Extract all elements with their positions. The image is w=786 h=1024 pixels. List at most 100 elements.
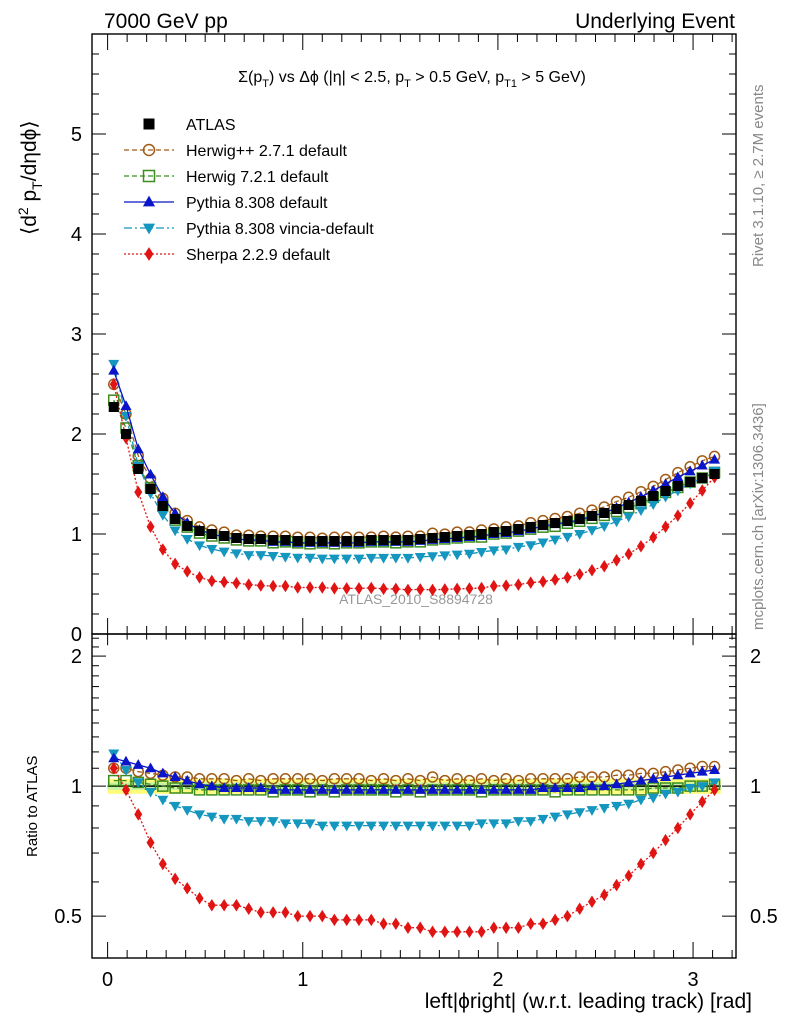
ratio-panel-frame	[91, 633, 737, 959]
series-1-ratio-point	[451, 773, 463, 785]
legend-marker	[143, 118, 155, 130]
y-axis-label-c: /dηdϕ⟩	[18, 120, 41, 181]
series-5-point	[686, 497, 695, 510]
series-0-point	[194, 526, 205, 536]
plot-title-a: Σ(p	[238, 69, 262, 86]
series-3-point	[145, 468, 157, 479]
ratio-y-axis-label: Ratio to ATLAS	[24, 756, 41, 857]
series-0-point	[304, 536, 315, 546]
series-0-point	[108, 402, 119, 412]
series-3-ratio-point	[316, 784, 328, 794]
series-3-ratio-point	[598, 780, 610, 791]
series-3-point	[684, 465, 696, 476]
series-4-point	[365, 553, 377, 564]
series-4-point	[108, 359, 120, 370]
series-3-ratio-point	[574, 782, 586, 793]
plot-title-sub3: T1	[504, 78, 517, 90]
series-5-point	[318, 581, 327, 594]
series-4-point	[157, 510, 169, 521]
series-4-point	[647, 500, 659, 511]
series-0-point	[133, 464, 144, 474]
legend-label: Pythia 8.308 default	[186, 195, 328, 212]
series-4-ratio-point	[598, 803, 610, 814]
ratio-y-tick-label-right: 1	[750, 776, 761, 798]
series-5-point	[538, 575, 547, 588]
series-1-line	[113, 384, 715, 539]
y-tick-label: 1	[71, 524, 82, 546]
plot-title-c: > 0.5 GeV, p	[411, 69, 504, 86]
x-tick-label: 0	[102, 969, 113, 991]
series-3-point	[108, 364, 120, 375]
series-3-ratio-point	[194, 778, 206, 789]
series-0-point	[685, 477, 696, 487]
series-1-ratio-point	[524, 773, 537, 785]
series-5-point	[575, 567, 584, 581]
series-3-point	[660, 478, 672, 488]
legend-marker	[142, 169, 156, 183]
series-4-ratio-point	[549, 812, 561, 823]
series-4-ratio-point	[120, 765, 132, 776]
series-3-ratio-point	[561, 782, 573, 793]
series-5-ratio-point	[587, 895, 596, 908]
series-5-ratio-point	[379, 917, 388, 931]
header-right-label: Underlying Event	[575, 10, 735, 33]
series-4-ratio-point	[157, 795, 169, 806]
header-left-label: 7000 GeV pp	[104, 10, 228, 33]
series-4-ratio-point	[267, 817, 279, 827]
series-3-ratio	[108, 752, 721, 794]
series-5-point	[489, 579, 498, 593]
series-4-ratio-point	[635, 795, 647, 806]
series-5-line	[113, 384, 715, 591]
y-axis-label-b: p	[18, 190, 41, 208]
series-0-point	[525, 522, 536, 532]
series-3-point	[132, 443, 144, 454]
series-4-ratio-point	[500, 819, 512, 830]
series-5-ratio-point	[207, 898, 216, 912]
upper-axes: 0 1 2 3 4 5	[71, 33, 736, 646]
series-1-ratio-point	[426, 771, 439, 783]
series-0-point	[317, 536, 328, 546]
series-0-point	[550, 518, 561, 528]
ratio-y-tick-label: 0.5	[54, 906, 82, 928]
series-3-ratio-point	[635, 774, 647, 785]
series-4-ratio-point	[709, 778, 721, 789]
series-3-point	[696, 459, 708, 470]
series-4-point	[390, 553, 402, 564]
series-5-ratio-point	[526, 917, 535, 931]
series-5-ratio-point	[698, 795, 707, 809]
series-5-ratio-point	[661, 833, 670, 847]
side-label-rivet: Rivet 3.1.10, ≥ 2.7M events	[750, 85, 767, 268]
series-3-ratio-point	[279, 784, 291, 794]
series-3-ratio-point	[292, 784, 304, 794]
series-4-ratio-point	[169, 801, 181, 812]
series-4-ratio-point	[390, 821, 402, 832]
series-5-point	[502, 579, 511, 592]
series-4-ratio	[108, 749, 721, 832]
series-4-ratio-point	[488, 819, 500, 830]
series-0-point	[611, 504, 622, 514]
series-3-ratio-point	[218, 782, 230, 793]
series-5-ratio-point	[305, 909, 314, 923]
series-4-point	[488, 546, 500, 557]
series-1-ratio-point	[402, 773, 414, 785]
series-5-point	[342, 582, 351, 595]
series-4-ratio-point	[316, 821, 328, 832]
series-4-point	[451, 550, 463, 561]
plot-title-sub1: T	[262, 78, 269, 90]
series-4-point	[169, 526, 181, 537]
legend-entry: Herwig++ 2.7.1 default	[124, 143, 348, 160]
series-5-point	[391, 582, 400, 596]
series-3-ratio-point	[611, 778, 623, 789]
series-3-ratio-point	[267, 784, 279, 794]
series-4-point	[463, 549, 475, 560]
series-5-point	[416, 583, 425, 596]
series-3-ratio-point	[451, 784, 463, 794]
series-4-point	[218, 547, 230, 558]
series-3-ratio-point	[537, 782, 549, 793]
series-4-point	[598, 522, 610, 533]
series-4-ratio-point	[230, 814, 242, 825]
series-0-point	[488, 527, 499, 537]
series-0-point	[623, 500, 634, 510]
y-axis-label-a: ⟨d	[18, 215, 41, 235]
series-5-point	[551, 573, 560, 586]
